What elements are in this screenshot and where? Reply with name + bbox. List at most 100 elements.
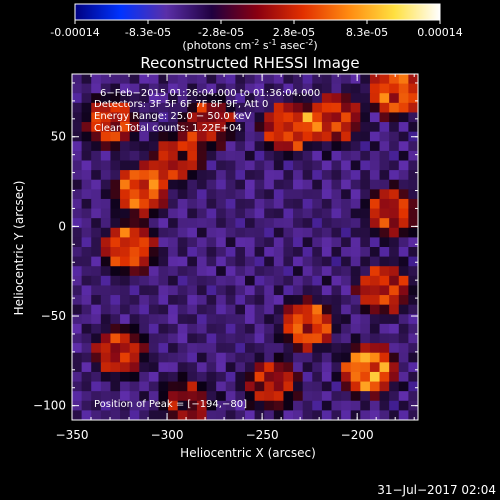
heatmap-cell	[148, 362, 159, 373]
heatmap-cell	[293, 275, 304, 286]
heatmap-cell	[225, 266, 236, 277]
heatmap-cell	[360, 189, 371, 200]
heatmap-cell	[312, 93, 323, 104]
heatmap-cell	[245, 247, 256, 258]
heatmap-cell	[331, 208, 342, 219]
heatmap-cell	[408, 150, 418, 161]
heatmap-cell	[129, 400, 140, 411]
heatmap-cell	[100, 352, 111, 363]
heatmap-cell	[264, 150, 275, 161]
heatmap-cell	[187, 295, 198, 306]
heatmap-cell	[369, 74, 381, 85]
heatmap-cell	[206, 295, 217, 306]
heatmap-cell	[110, 333, 121, 344]
heatmap-cell	[302, 131, 313, 142]
heatmap-cell	[206, 400, 217, 411]
heatmap-cell	[254, 198, 265, 210]
heatmap-cell	[91, 179, 102, 190]
heatmap-cell	[177, 400, 188, 411]
heatmap-cell	[321, 381, 332, 392]
colorbar-unit-label: (photons cm-2 s-1 asec-2)	[182, 38, 317, 52]
heatmap-cell	[273, 285, 284, 296]
heatmap-cell	[379, 131, 390, 142]
heatmap-cell	[177, 410, 188, 420]
heatmap-cell	[148, 304, 159, 315]
heatmap-cell	[81, 410, 92, 420]
heatmap-cell	[206, 208, 217, 219]
heatmap-cell	[254, 74, 265, 85]
annotation-time-range: 6−Feb−2015 01:26:04.000 to 01:36:04.000	[100, 88, 320, 99]
heatmap-cell	[129, 247, 140, 258]
heatmap-cell	[177, 275, 188, 286]
heatmap-cell	[120, 266, 131, 277]
heatmap-cell	[302, 266, 313, 277]
heatmap-cell	[350, 189, 361, 200]
heatmap-cell	[216, 304, 227, 315]
heatmap-cell	[264, 189, 275, 200]
heatmap-cell	[91, 208, 102, 219]
heatmap-cell	[254, 170, 265, 181]
heatmap-cell	[379, 160, 390, 171]
heatmap-cell	[235, 179, 246, 190]
heatmap-cell	[148, 208, 159, 219]
heatmap-cell	[350, 391, 361, 402]
heatmap-cell	[379, 189, 390, 200]
heatmap-cell	[216, 131, 227, 142]
heatmap-cell	[360, 102, 371, 113]
heatmap-cell	[389, 227, 400, 238]
heatmap-cell	[254, 150, 265, 161]
heatmap-cell	[235, 93, 246, 104]
heatmap-cell	[350, 93, 361, 104]
heatmap-cell	[389, 323, 400, 334]
heatmap-cell	[158, 160, 169, 171]
heatmap-cell	[245, 83, 256, 94]
heatmap-cell	[91, 371, 102, 383]
heatmap-cell	[254, 362, 265, 373]
heatmap-cell	[110, 189, 121, 200]
heatmap-cell	[293, 371, 304, 383]
heatmap-cell	[254, 275, 265, 286]
heatmap-cell	[129, 218, 140, 229]
heatmap-cell	[302, 227, 313, 238]
heatmap-cell	[254, 237, 265, 248]
heatmap-cell	[245, 112, 256, 123]
heatmap-cell	[168, 141, 179, 152]
heatmap-cell	[408, 83, 418, 94]
heatmap-cell	[331, 179, 342, 190]
heatmap-cell	[177, 150, 188, 161]
heatmap-cell	[408, 122, 418, 133]
heatmap-cell	[341, 102, 352, 113]
heatmap-cell	[293, 227, 304, 238]
heatmap-cell	[360, 112, 371, 123]
heatmap-cell	[389, 189, 400, 200]
heatmap-cell	[331, 285, 342, 296]
heatmap-cell	[331, 237, 342, 248]
heatmap-cell	[408, 141, 418, 152]
heatmap-cell	[379, 371, 390, 383]
heatmap-cell	[129, 131, 140, 142]
heatmap-cell	[225, 189, 236, 200]
heatmap-cell	[168, 170, 179, 181]
heatmap-cell	[350, 247, 361, 258]
heatmap-cell	[72, 83, 83, 94]
heatmap-cell	[264, 247, 275, 258]
heatmap-cell	[81, 112, 92, 123]
heatmap-cell	[139, 208, 150, 219]
heatmap-cell	[216, 381, 227, 392]
heatmap-cell	[264, 275, 275, 286]
heatmap-cell	[139, 122, 150, 133]
heatmap-cell	[379, 285, 390, 296]
heatmap-cell	[283, 304, 294, 315]
heatmap-cell	[408, 362, 418, 373]
heatmap-cell	[187, 362, 198, 373]
heatmap-cell	[235, 266, 246, 277]
heatmap-cell	[398, 122, 409, 133]
heatmap-cell	[168, 333, 179, 344]
heatmap-cell	[321, 218, 332, 229]
heatmap-cell	[350, 237, 361, 248]
heatmap-cell	[273, 74, 284, 85]
heatmap-cell	[293, 237, 304, 248]
heatmap-cell	[331, 198, 342, 210]
heatmap-cell	[168, 410, 179, 420]
heatmap-cell	[168, 237, 179, 248]
